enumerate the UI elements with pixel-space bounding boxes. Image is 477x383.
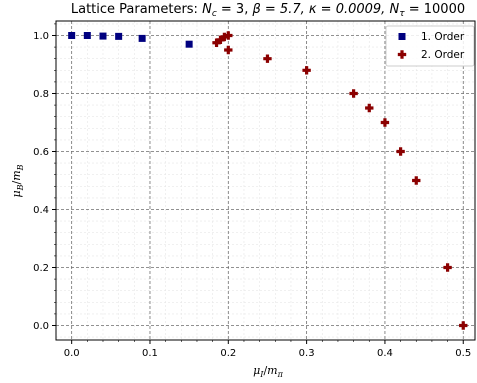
- legend-square-marker: [399, 33, 406, 40]
- title-nc-symbol: N: [202, 2, 212, 17]
- x-label-m-sub: π: [277, 370, 284, 379]
- legend-label-first-order: 1. Order: [421, 31, 465, 43]
- x-tick-label: 0.4: [377, 348, 393, 359]
- legend-marker-first-order: [399, 33, 406, 40]
- first-order-point: [115, 33, 122, 40]
- y-label-mu: μ: [10, 190, 23, 197]
- x-tick-label: 0.1: [142, 348, 158, 359]
- title-nc-value: = 3,: [217, 2, 253, 17]
- y-tick-label: 0.4: [33, 205, 49, 216]
- title-nt-value: = 10000: [405, 2, 466, 17]
- x-tick-label: 0.3: [299, 348, 315, 359]
- y-label-m-sub: B: [16, 164, 25, 171]
- x-tick-label: 0.0: [64, 348, 80, 359]
- legend-label-second-order: 2. Order: [421, 49, 465, 61]
- x-axis-label: μI/mπ: [253, 364, 283, 379]
- y-axis-label: μB/mB: [10, 164, 25, 197]
- title-beta: β = 5.7,: [251, 2, 308, 17]
- x-tick-label: 0.2: [220, 348, 236, 359]
- x-label-m: m: [267, 364, 277, 377]
- title-prefix: Lattice Parameters:: [71, 2, 202, 17]
- first-order-point: [99, 33, 106, 40]
- y-label-m: m: [10, 170, 23, 180]
- first-order-point: [68, 32, 75, 39]
- title-nt-symbol: N: [389, 2, 399, 17]
- first-order-point: [139, 35, 146, 42]
- first-order-point: [84, 32, 91, 39]
- x-label-mu: μ: [253, 364, 260, 377]
- y-tick-label: 0.2: [33, 263, 49, 274]
- x-tick-label: 0.5: [455, 348, 471, 359]
- chart-title: Lattice Parameters: Nc = 3, β = 5.7, κ =…: [71, 2, 465, 19]
- legend: 1. Order 2. Order: [386, 26, 474, 66]
- y-tick-label: 1.0: [33, 31, 49, 42]
- title-kappa: κ = 0.0009,: [309, 2, 390, 17]
- y-tick-label: 0.8: [33, 89, 49, 100]
- first-order-point: [186, 41, 193, 48]
- y-tick-label: 0.0: [33, 321, 49, 332]
- y-tick-label: 0.6: [33, 147, 49, 158]
